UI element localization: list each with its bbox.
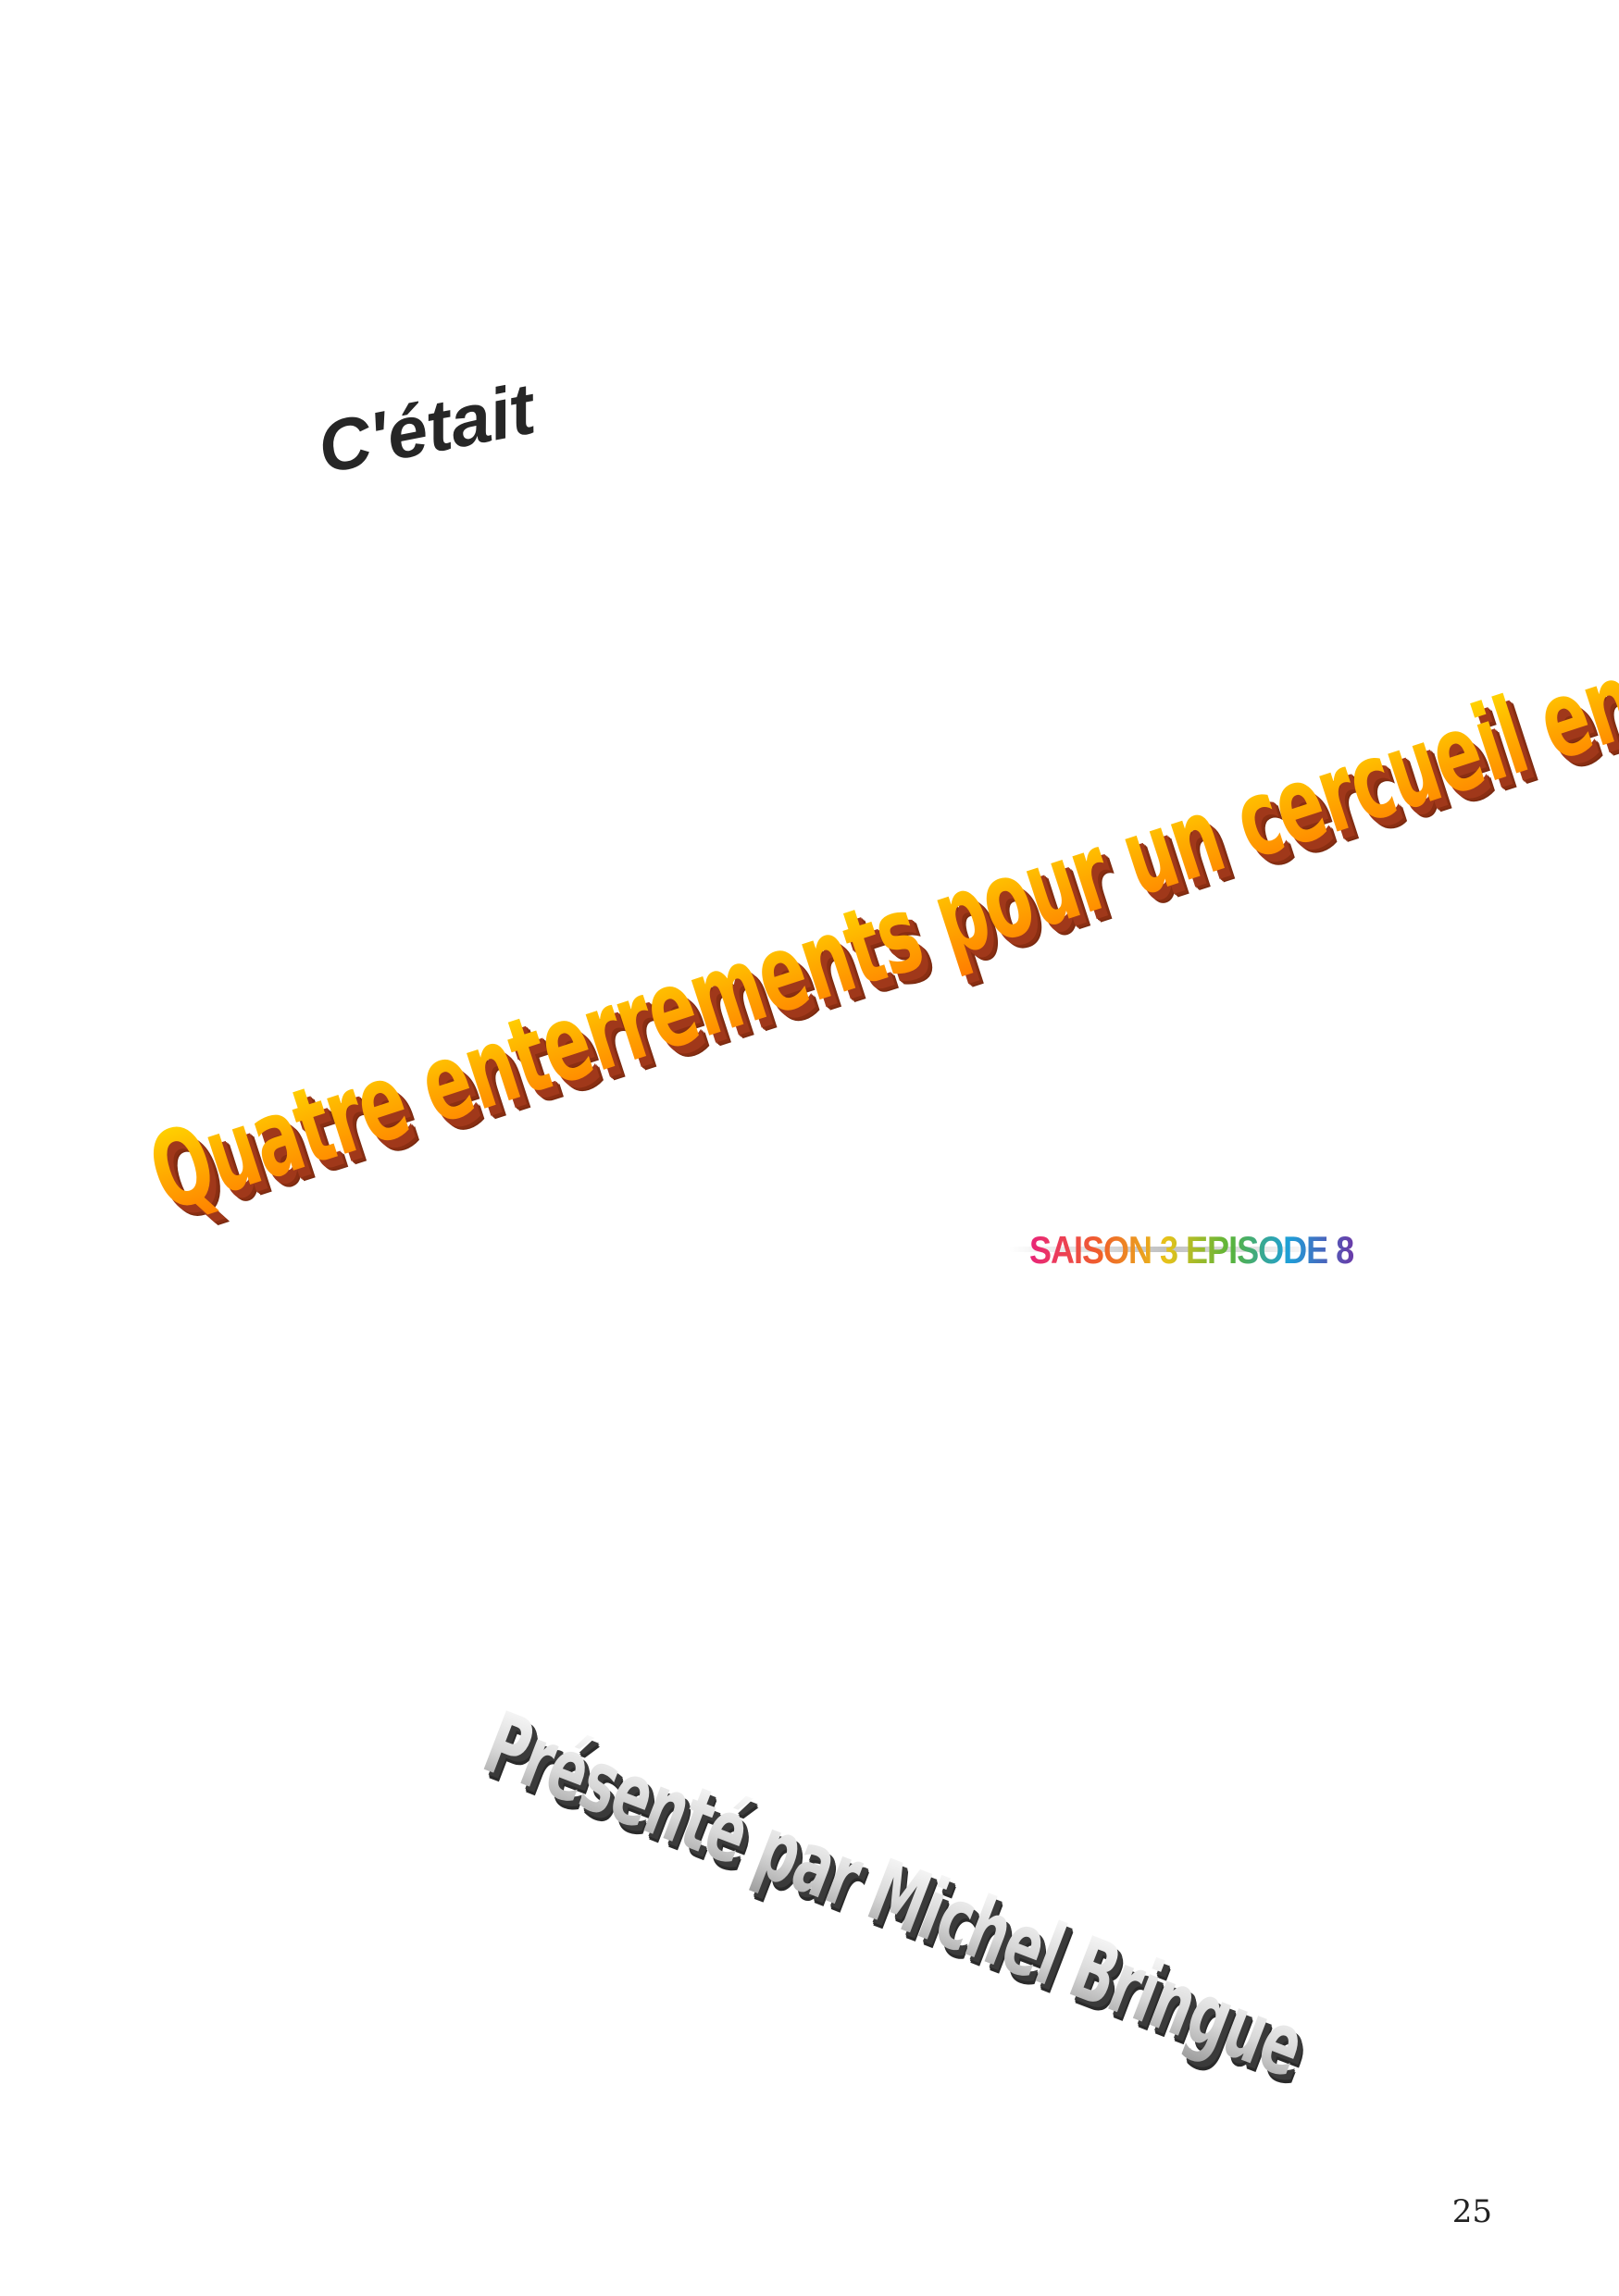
intro-text: C'était — [311, 366, 542, 490]
season-episode-label: SAISON 3 EPISODE 8 — [1029, 1227, 1354, 1272]
episode-title: Quatre enterrements pour un cercueil en … — [136, 536, 1619, 1236]
season-reflection — [1009, 1247, 1324, 1252]
title-block: Quatre enterrements pour un cercueil en … — [136, 536, 1619, 1351]
presenter-credit: Présenté par Michel Bringue — [471, 1694, 1317, 2098]
page-number: 25 — [1451, 2193, 1492, 2230]
